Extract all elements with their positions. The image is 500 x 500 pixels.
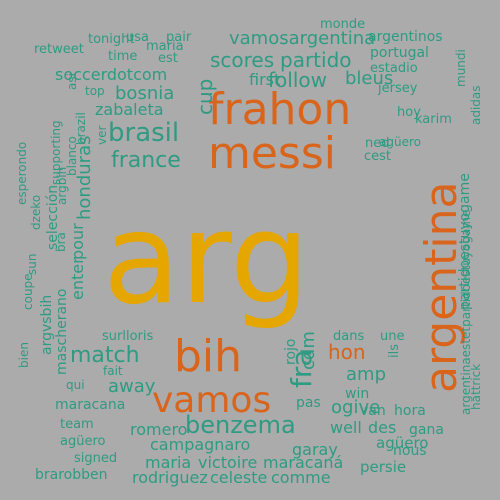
word-top: top [85,84,105,98]
word-supporting: supporting [49,120,63,185]
word-des: des [368,418,397,437]
word-gana: gana [409,422,444,438]
word-arg: arg [103,185,310,332]
word-scores: scores [210,48,275,72]
word-pour: pour [68,223,87,260]
word-esperondo: esperondo [15,141,29,205]
word-argvsbih: argvsbih [39,294,55,355]
word-garay: garay [292,440,338,459]
word-bra: bra [54,232,68,252]
word-mundi: mundi [454,49,468,87]
word-vamos: vamos [152,380,272,421]
word-maracana-2: maracana [55,397,126,413]
word-aguero-3: agüero [379,135,421,149]
word-portugal: portugal [370,45,429,61]
word-brazil: brazil [74,112,88,145]
word-hattrick: hattrick [469,363,483,410]
word-pair: pair [166,30,192,45]
word-cest: cest [364,149,392,164]
word-time: time [108,49,138,64]
word-argentinos: argentinos [368,29,443,45]
word-dzeko: dzeko [29,194,43,230]
word-cdm: cdm [298,331,319,370]
word-coupe: coupe [21,273,35,310]
word-amp: amp [346,364,386,385]
word-brarobben: brarobben [35,467,108,483]
word-away: away [108,376,156,397]
word-brasil: brasil [108,118,180,148]
word-nous: nous [393,443,427,459]
word-aguero-2: agüero [60,434,106,449]
word-mascherano: mascherano [54,288,70,375]
word-cup: cup [193,78,217,115]
word-soccerdotcom: soccerdotcom [55,65,168,84]
word-hon: hon [328,340,366,364]
word-signed: signed [74,451,118,466]
word-first: first [249,70,281,89]
word-persie: persie [360,458,407,476]
word-une: une [380,329,405,344]
word-hoy: hoy [397,105,421,120]
word-sun: sun [25,253,39,275]
word-qui: qui [66,378,85,392]
word-follow: follow [268,68,327,92]
word-maria: maria [145,453,192,472]
word-zabaleta: zabaleta [95,100,164,119]
word-aguero: agüero [376,434,429,452]
word-win: win [345,386,370,402]
word-bosnia: bosnia [115,83,175,104]
word-campagnaro: campagnaro [150,435,251,454]
word-messi: messi [208,128,337,179]
word-frahon: frahon [208,84,352,135]
word-team: team [60,417,94,432]
word-usa: usa [126,30,149,45]
word-rodriguez: rodriguez [132,468,208,487]
word-romero: romero [130,420,188,439]
word-est: est [158,51,178,66]
word-hora: hora [394,403,426,419]
word-surlloris: surlloris [102,329,154,344]
word-van: van [360,403,386,419]
word-comme: comme [271,468,331,487]
word-maria-2: maria [146,39,184,54]
word-vamosargentina: vamosargentina [229,28,376,49]
word-match: match [70,343,140,368]
word-asi: asi [65,73,79,90]
word-estadio: estadio [370,61,418,76]
word-karim: karim [415,112,452,127]
word-celeste: celeste [210,468,268,487]
word-ned: ned [365,136,390,151]
word-enter: enter [68,257,87,300]
word-bien: bien [17,342,31,368]
word-jersey: jersey [378,81,418,96]
word-tonight: tonight [88,32,135,47]
word-monde: monde [320,17,366,32]
word-retweet: retweet [34,42,84,57]
word-rojo: rojo [283,338,299,365]
word-ils: ils [387,344,402,358]
word-bleus: bleus [345,68,394,89]
word-dans: dans [333,329,365,344]
word-maracana: maracaná [263,453,344,472]
word-partido: partido [280,48,352,72]
word-bih: bih [174,331,243,382]
word-ogive: ogive [331,397,381,418]
word-well: well [330,418,362,437]
word-pas: pas [296,395,321,411]
word-victoire: victoire [198,453,258,472]
word-adidas: adidas [469,85,483,125]
word-ver: ver [95,125,109,145]
word-fait: fait [103,364,123,378]
word-benzema: benzema [185,411,296,439]
word-france: france [111,148,181,173]
